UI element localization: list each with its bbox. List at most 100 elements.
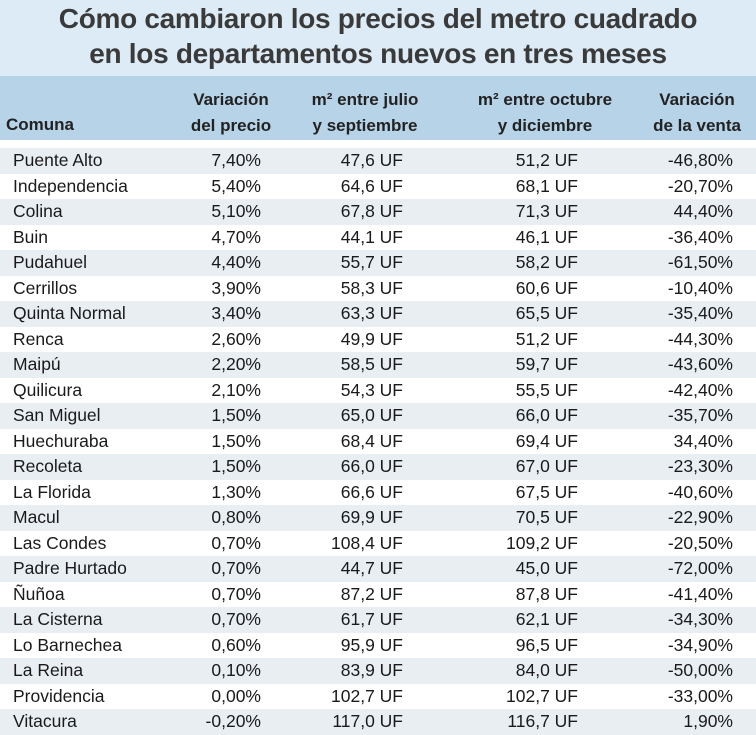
cell-m2-julio-septiembre: 87,2 UF: [340, 583, 403, 604]
cell-m2-octubre-diciembre: 109,2 UF: [506, 532, 578, 553]
cell-variacion-venta: -20,50%: [667, 532, 733, 553]
cell-m2-octubre-diciembre: 45,0 UF: [515, 558, 578, 578]
chart-title-line-2: en los departamentos nuevos en tres mese…: [89, 38, 667, 69]
column-header-variacion-venta-line1: Variación: [659, 90, 735, 109]
cell-variacion-venta: -34,90%: [667, 634, 733, 655]
cell-m2-octubre-diciembre: 69,4 UF: [515, 430, 578, 451]
cell-variacion-precio: 0,10%: [211, 660, 261, 680]
cell-comuna: Pudahuel: [13, 252, 87, 272]
cell-m2-octubre-diciembre: 67,5 UF: [515, 481, 578, 502]
cell-variacion-venta: -44,30%: [667, 328, 733, 349]
table-row: Macul 0,80% 69,9 UF 70,5 UF -22,90%: [0, 505, 756, 531]
cell-comuna: Huechuraba: [13, 430, 109, 451]
cell-comuna: Ñuñoa: [13, 583, 65, 604]
table-row: Puente Alto 7,40% 47,6 UF 51,2 UF -46,80%: [0, 148, 756, 174]
table-row: Cerrillos 3,90% 58,3 UF 60,6 UF -10,40%: [0, 275, 756, 301]
cell-variacion-venta: -33,00%: [667, 685, 733, 706]
cell-m2-octubre-diciembre: 96,5 UF: [515, 634, 578, 655]
cell-m2-octubre-diciembre: 68,1 UF: [515, 175, 578, 196]
cell-m2-octubre-diciembre: 66,0 UF: [515, 405, 578, 425]
table-row: Buin 4,70% 44,1 UF 46,1 UF -36,40%: [0, 224, 756, 250]
cell-m2-octubre-diciembre: 46,1 UF: [515, 226, 578, 247]
cell-variacion-venta: -35,70%: [667, 405, 733, 425]
cell-m2-octubre-diciembre: 102,7 UF: [506, 685, 578, 706]
cell-m2-octubre-diciembre: 51,2 UF: [515, 328, 578, 349]
table-body: Puente Alto 7,40% 47,6 UF 51,2 UF -46,80% Ind…: [0, 148, 756, 735]
cell-m2-julio-septiembre: 49,9 UF: [340, 328, 403, 349]
cell-variacion-precio: 0,70%: [211, 532, 261, 553]
cell-comuna: Quilicura: [13, 379, 83, 400]
cell-variacion-venta: 44,40%: [673, 201, 733, 221]
cell-comuna: Cerrillos: [13, 277, 78, 298]
cell-variacion-precio: 1,30%: [211, 481, 261, 502]
cell-variacion-venta: -22,90%: [667, 507, 733, 527]
cell-variacion-venta: 34,40%: [673, 430, 733, 451]
cell-comuna: Maipú: [13, 354, 61, 374]
cell-variacion-precio: 0,80%: [211, 507, 261, 527]
cell-m2-julio-septiembre: 108,4 UF: [331, 532, 403, 553]
cell-m2-julio-septiembre: 58,3 UF: [340, 277, 403, 298]
cell-comuna: Las Condes: [13, 532, 107, 553]
table-row: Ñuñoa 0,70% 87,2 UF 87,8 UF -41,40%: [0, 581, 756, 607]
table-row: Padre Hurtado 0,70% 44,7 UF 45,0 UF -72,00%: [0, 556, 756, 582]
table-row: Colina 5,10% 67,8 UF 71,3 UF 44,40%: [0, 199, 756, 225]
table-row: Independencia 5,40% 64,6 UF 68,1 UF -20,70%: [0, 173, 756, 199]
cell-m2-octubre-diciembre: 51,2 UF: [515, 150, 578, 170]
column-header-variacion-venta-line2: de la venta: [653, 116, 741, 135]
cell-m2-julio-septiembre: 47,6 UF: [340, 150, 403, 170]
cell-comuna: Recoleta: [13, 456, 83, 476]
cell-variacion-precio: 4,70%: [211, 226, 261, 247]
cell-variacion-precio: 5,10%: [211, 201, 261, 221]
cell-variacion-venta: -35,40%: [667, 303, 733, 323]
table-row: Quilicura 2,10% 54,3 UF 55,5 UF -42,40%: [0, 377, 756, 403]
cell-variacion-precio: 1,50%: [211, 456, 261, 476]
cell-m2-octubre-diciembre: 71,3 UF: [515, 201, 578, 221]
cell-m2-julio-septiembre: 67,8 UF: [340, 201, 403, 221]
cell-comuna: La Reina: [13, 660, 84, 680]
cell-comuna: Padre Hurtado: [13, 558, 127, 578]
cell-comuna: Macul: [13, 507, 60, 527]
cell-variacion-precio: 1,50%: [211, 430, 261, 451]
cell-comuna: Puente Alto: [13, 150, 103, 170]
column-header-m2-julio-septiembre-line1: m² entre julio: [311, 90, 419, 109]
cell-variacion-precio: 0,70%: [211, 609, 261, 629]
cell-comuna: Independencia: [13, 175, 128, 196]
cell-variacion-venta: -34,30%: [667, 609, 733, 629]
cell-m2-octubre-diciembre: 59,7 UF: [515, 354, 578, 374]
cell-m2-julio-septiembre: 117,0 UF: [332, 711, 403, 731]
cell-m2-octubre-diciembre: 65,5 UF: [515, 303, 578, 323]
cell-variacion-venta: -72,00%: [667, 558, 733, 578]
table-header-band: [0, 76, 756, 140]
chart-title-line-1: Cómo cambiaron los precios del metro cua…: [58, 3, 698, 34]
table-row: Maipú 2,20% 58,5 UF 59,7 UF -43,60%: [0, 352, 756, 378]
title-band: [0, 0, 756, 76]
cell-variacion-venta: -43,60%: [667, 354, 733, 374]
column-header-variacion-venta: Variación de la venta: [638, 87, 756, 139]
cell-m2-julio-septiembre: 61,7 UF: [340, 609, 403, 629]
cell-variacion-precio: 3,90%: [211, 277, 261, 298]
table-row: Lo Barnechea 0,60% 95,9 UF 96,5 UF -34,90%: [0, 632, 756, 658]
cell-m2-octubre-diciembre: 58,2 UF: [515, 252, 578, 272]
cell-variacion-precio: 0,70%: [211, 558, 261, 578]
cell-m2-julio-septiembre: 54,3 UF: [340, 379, 403, 400]
cell-m2-julio-septiembre: 55,7 UF: [340, 252, 403, 272]
table-row: Renca 2,60% 49,9 UF 51,2 UF -44,30%: [0, 326, 756, 352]
cell-m2-julio-septiembre: 63,3 UF: [340, 303, 403, 323]
cell-variacion-precio: 3,40%: [211, 303, 261, 323]
cell-comuna: Quinta Normal: [13, 303, 126, 323]
cell-m2-julio-septiembre: 68,4 UF: [340, 430, 403, 451]
cell-comuna: La Cisterna: [13, 609, 103, 629]
cell-m2-julio-septiembre: 65,0 UF: [340, 405, 403, 425]
cell-m2-julio-septiembre: 66,6 UF: [340, 481, 403, 502]
cell-m2-julio-septiembre: 64,6 UF: [340, 175, 403, 196]
column-header-m2-julio-septiembre-line2: y septiembre: [312, 116, 418, 135]
cell-variacion-precio: -0,20%: [205, 711, 261, 731]
column-header-comuna: Comuna: [6, 115, 74, 134]
cell-variacion-precio: 4,40%: [211, 252, 261, 272]
cell-variacion-precio: 7,40%: [211, 150, 261, 170]
cell-m2-octubre-diciembre: 62,1 UF: [515, 609, 578, 629]
cell-variacion-precio: 0,00%: [211, 685, 261, 706]
table-row: Vitacura -0,20% 117,0 UF 116,7 UF 1,90%: [0, 709, 756, 735]
cell-variacion-venta: -40,60%: [667, 481, 733, 502]
column-header-m2-julio-septiembre: m² entre julio y septiembre: [290, 87, 440, 139]
